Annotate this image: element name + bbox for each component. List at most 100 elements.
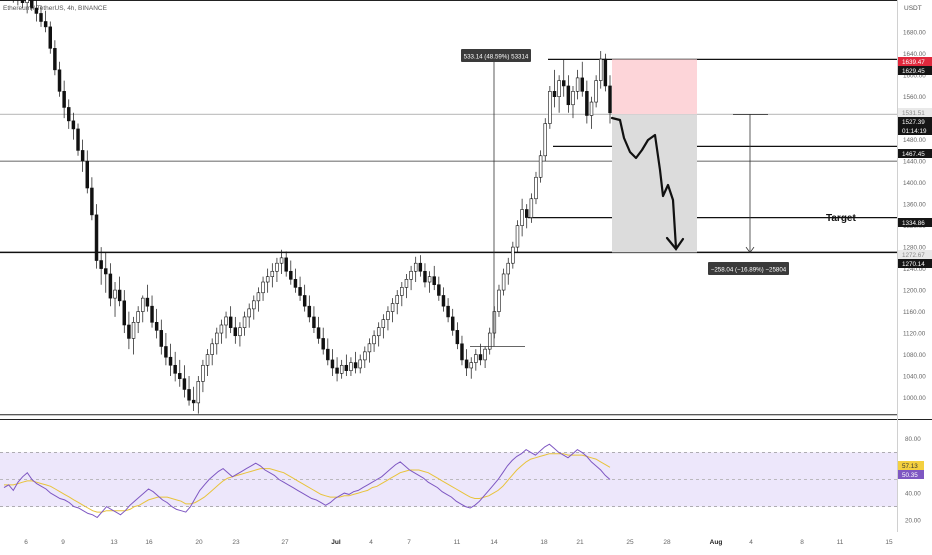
candle-body-down — [335, 367, 339, 374]
candle-body-down — [478, 354, 483, 361]
rsi-pane[interactable] — [0, 443, 897, 519]
candle-body-down — [191, 399, 196, 404]
candle-body-down — [127, 324, 131, 339]
candle — [233, 316, 238, 344]
candle — [557, 75, 561, 113]
candle — [460, 335, 464, 366]
candle — [603, 53, 608, 92]
candle-body-up — [25, 0, 29, 3]
candle-body-down — [233, 327, 238, 337]
time-tick-label: 11 — [837, 539, 844, 546]
candle-body-up — [339, 364, 344, 374]
position-layer[interactable] — [612, 59, 697, 253]
candle-body-down — [293, 279, 298, 288]
price-badge[interactable] — [898, 250, 932, 259]
candle-body-down — [168, 356, 173, 366]
price-badge[interactable] — [898, 108, 932, 117]
range-measure-box[interactable] — [461, 49, 531, 62]
rsi-badge[interactable] — [898, 461, 924, 470]
price-badge[interactable] — [898, 57, 932, 66]
candle-body-up — [501, 273, 506, 291]
candle — [219, 319, 224, 344]
candle — [228, 306, 233, 334]
candle — [469, 357, 473, 379]
time-tick-label: 4 — [749, 539, 753, 546]
axes-layer[interactable]: 1680.001640.001600.001560.001520.001480.… — [24, 30, 932, 546]
price-tick-label: 1160.00 — [903, 309, 926, 316]
time-tick-label: 20 — [195, 539, 203, 546]
time-tick-label: 27 — [281, 539, 289, 546]
candle — [57, 61, 62, 97]
time-tick-label: 16 — [145, 539, 153, 546]
candle-body-up — [238, 327, 242, 337]
candle — [455, 322, 460, 350]
candle — [201, 359, 205, 393]
time-tick-label: 18 — [540, 539, 548, 546]
price-badge-label: 1272.67 — [902, 252, 925, 259]
time-tick-label: 13 — [110, 539, 118, 546]
price-badge-label: 1527.39 — [902, 119, 925, 126]
candle — [173, 351, 177, 382]
candle-body-up — [381, 319, 386, 328]
candle — [474, 349, 478, 371]
candle-body-down — [284, 257, 288, 272]
candle-body-up — [363, 351, 367, 361]
candle-body-down — [326, 348, 330, 361]
price-badge[interactable] — [898, 126, 932, 135]
candle — [339, 359, 344, 379]
candle-body-down — [104, 268, 108, 275]
candle — [159, 319, 164, 355]
candle — [344, 354, 349, 377]
price-badge[interactable] — [898, 259, 932, 268]
candle-body-up — [219, 324, 224, 334]
projection-arrowhead[interactable] — [665, 236, 685, 251]
candle-body-down — [566, 85, 571, 106]
projection-path[interactable] — [610, 116, 678, 250]
candle-body-up — [427, 276, 432, 283]
candle-body-up — [210, 343, 214, 355]
candle — [39, 5, 43, 27]
candle-body-up — [242, 316, 247, 328]
candle — [117, 276, 122, 307]
candle-body-down — [122, 300, 127, 326]
candle — [104, 252, 108, 293]
rsi-tick-label: 80.00 — [905, 436, 921, 443]
candle — [71, 112, 76, 140]
candle — [552, 69, 557, 108]
candle-body-down — [154, 322, 159, 331]
drawings-layer[interactable]: 533.14 (48.59%) 53314 −258.04 (−16.89%) −… — [461, 49, 856, 347]
candle — [589, 96, 594, 129]
candle-body-down — [603, 58, 608, 87]
candle-body-down — [39, 13, 43, 22]
time-tick-label: 9 — [61, 539, 65, 546]
price-badge[interactable] — [898, 117, 932, 126]
candle — [534, 171, 538, 205]
candle — [395, 290, 399, 315]
price-badge[interactable] — [898, 149, 932, 158]
candle-body-up — [386, 311, 390, 320]
candle — [62, 80, 66, 119]
drop-measure-arrow[interactable] — [745, 246, 755, 254]
candle-body-down — [316, 327, 321, 339]
candle-body-up — [543, 123, 547, 157]
candle-body-down — [608, 85, 612, 114]
drop-measure-box[interactable] — [708, 262, 789, 275]
candle — [145, 284, 150, 312]
price-badge[interactable] — [898, 218, 932, 227]
candle-body-down — [80, 150, 85, 162]
currency-label: USDT — [904, 5, 922, 12]
candle — [191, 386, 196, 411]
candle — [529, 193, 534, 223]
candle — [524, 204, 529, 229]
price-pane[interactable] — [0, 0, 932, 532]
candle — [108, 263, 113, 307]
candle-body-down — [76, 128, 80, 151]
rsi-badge[interactable] — [898, 470, 924, 479]
stop-loss-zone[interactable] — [612, 59, 697, 115]
candle-body-down — [298, 287, 302, 296]
candle — [141, 295, 145, 323]
price-badge[interactable] — [898, 66, 932, 75]
candle — [367, 338, 372, 363]
